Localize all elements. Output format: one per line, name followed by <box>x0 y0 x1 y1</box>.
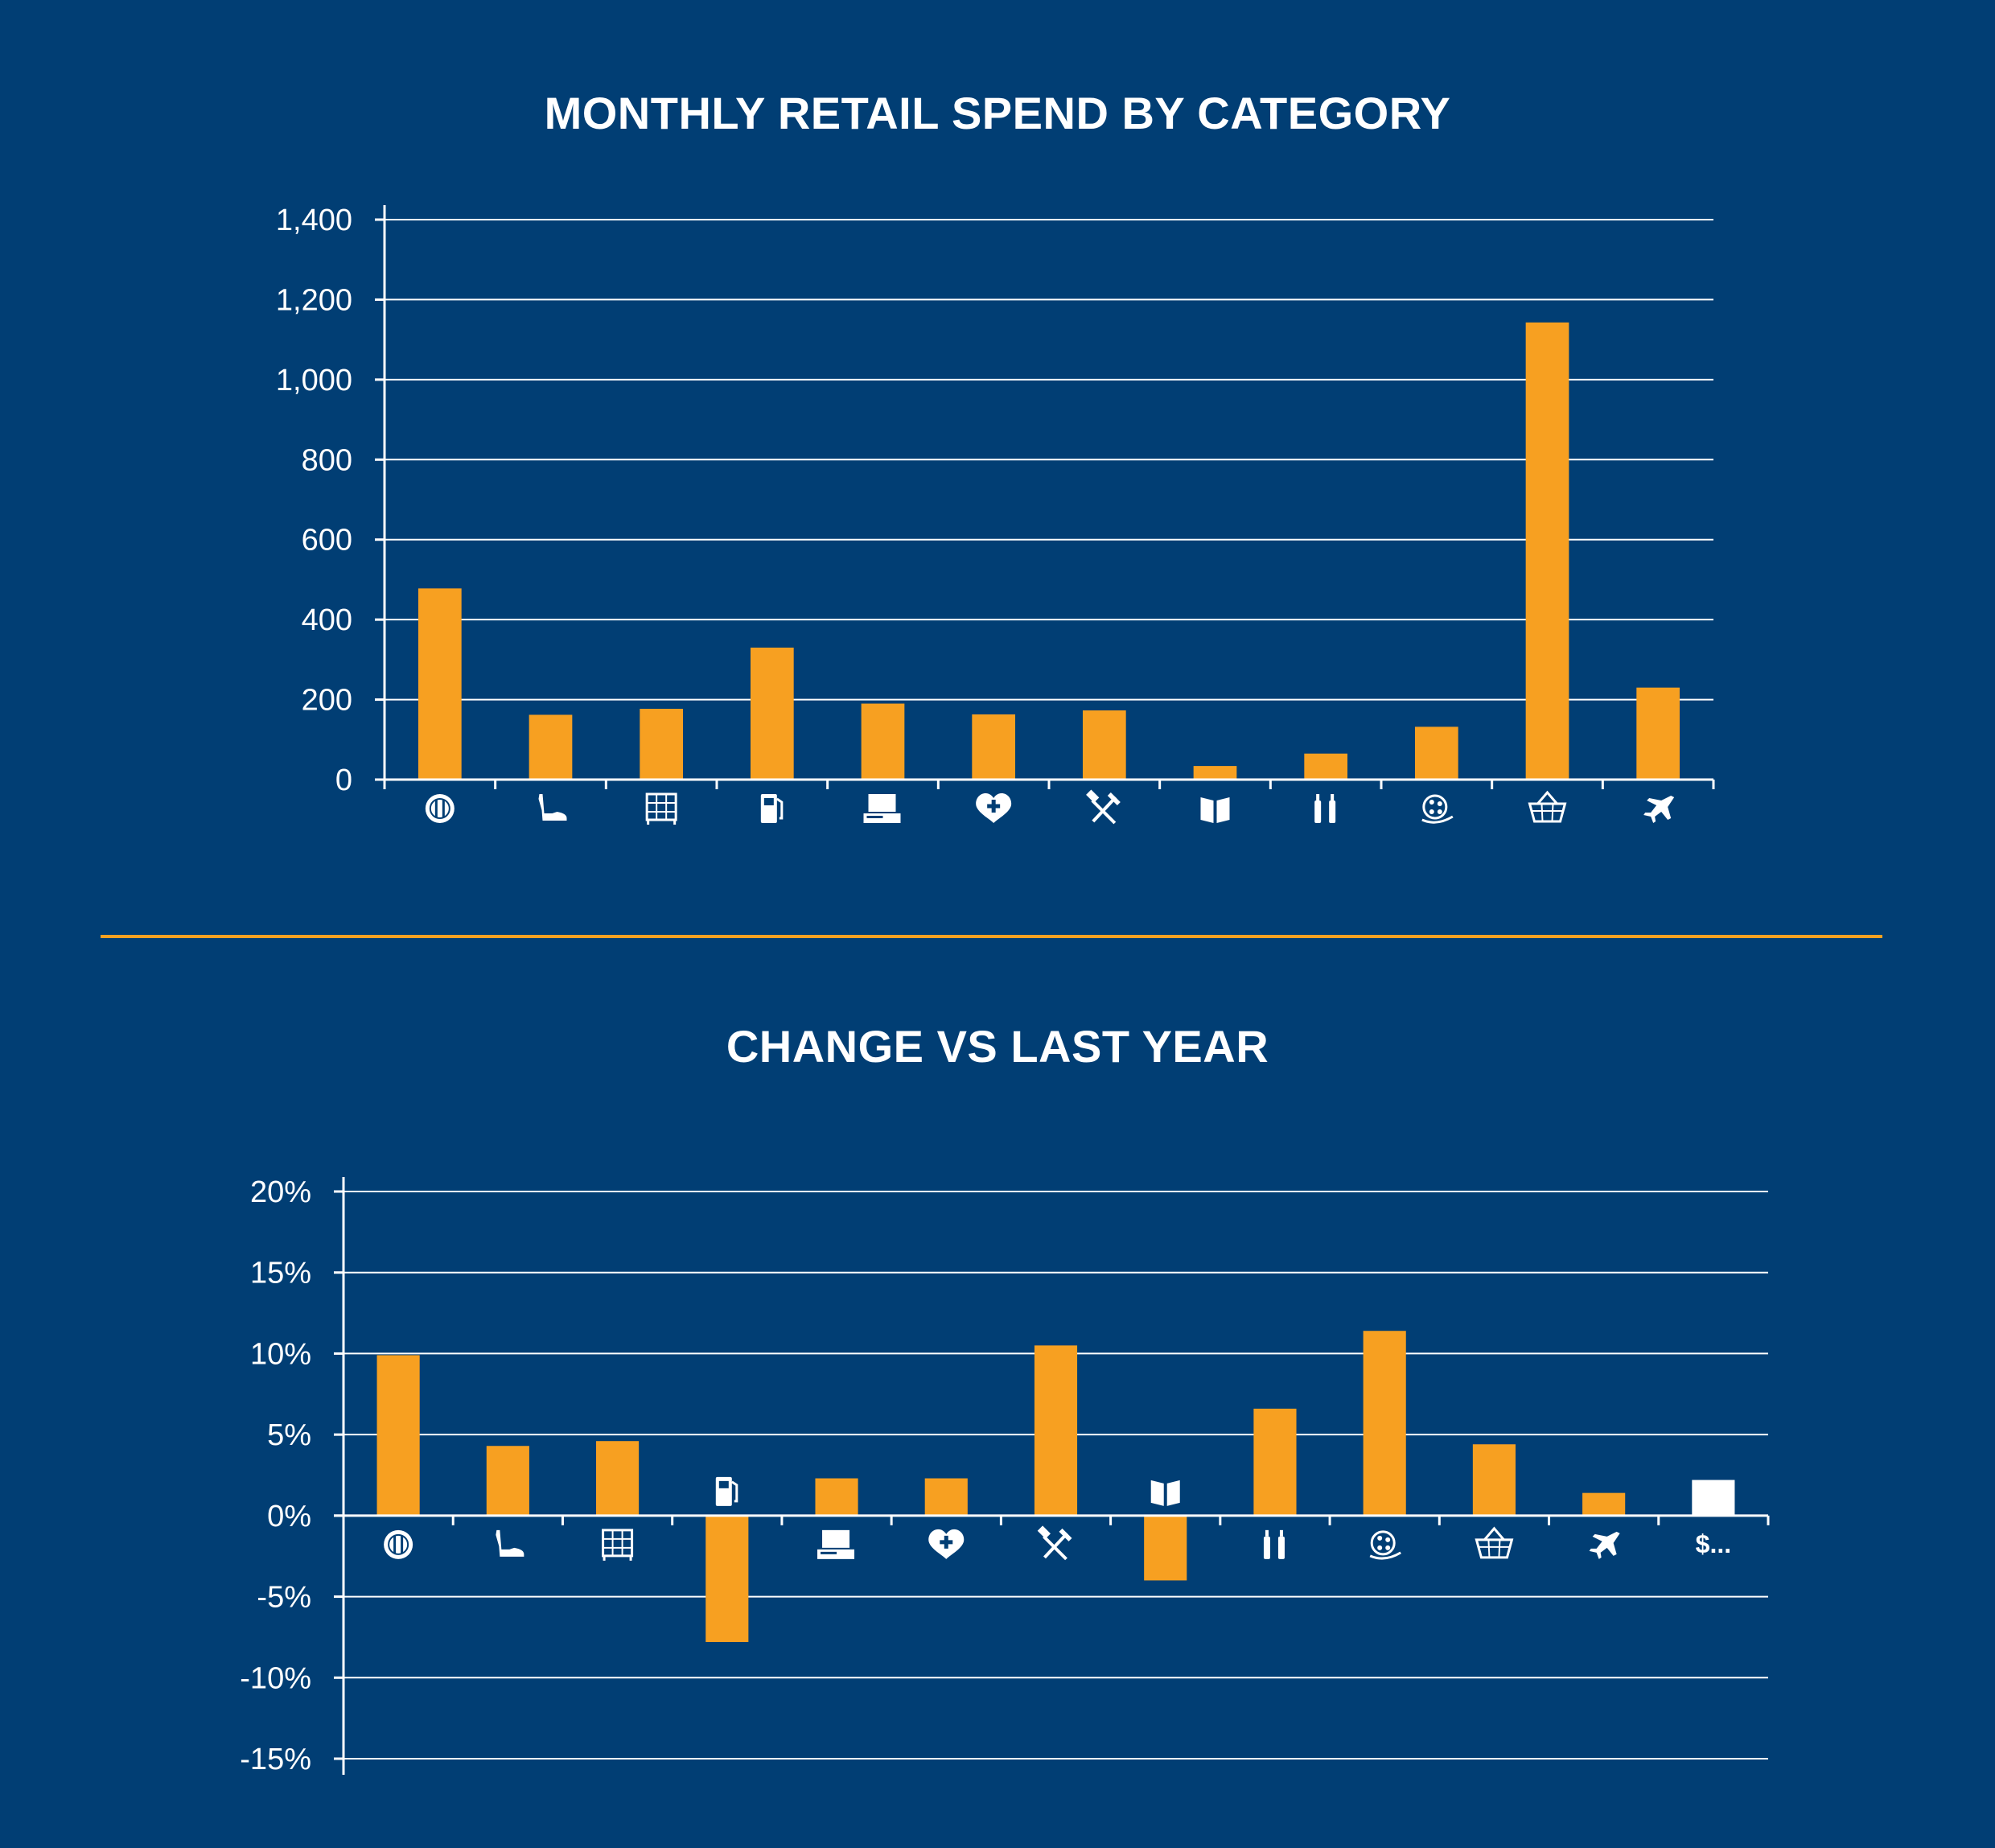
c1-y-tick-label: 0 <box>335 763 352 797</box>
c1-bar-entertainment <box>1414 726 1458 780</box>
chart2-title: CHANGE VS LAST YEAR <box>726 1021 1269 1072</box>
entertainment-icon <box>1369 1530 1401 1560</box>
furniture-icon <box>645 792 677 825</box>
c1-y-tick-label: 600 <box>302 524 352 558</box>
c1-bar-hardware <box>1082 710 1126 780</box>
electronics-icon <box>817 1529 855 1559</box>
c2-bar-books <box>1144 1515 1187 1581</box>
c2-y-tick-label: 0% <box>267 1500 311 1533</box>
c1-y-tick-label: 1,200 <box>276 283 352 317</box>
dining-icon <box>384 1529 413 1559</box>
c1-bar-shoe <box>529 714 573 780</box>
c1-bar-electronics <box>861 703 905 780</box>
c2-bar-travel <box>1582 1492 1626 1516</box>
c2-bar-health <box>924 1478 968 1516</box>
c2-x-tick-label: $... <box>1696 1529 1731 1558</box>
electronics-icon <box>863 794 901 823</box>
fuel-icon <box>760 794 784 823</box>
c2-bar-fuel <box>705 1515 749 1642</box>
c1-bar-books <box>1193 766 1237 780</box>
c1-y-tick-label: 400 <box>302 603 352 637</box>
hardware-icon <box>1086 789 1121 825</box>
c2-bar-other <box>1692 1480 1735 1516</box>
c1-bar-travel <box>1636 687 1680 780</box>
c2-bar-electronics <box>815 1478 858 1516</box>
entertainment-icon <box>1421 794 1454 824</box>
c2-y-tick-label: 5% <box>267 1418 311 1452</box>
alcohol-icon <box>1314 794 1336 823</box>
dining-icon <box>425 794 455 823</box>
books-icon <box>1150 1480 1180 1506</box>
shoe-icon <box>538 794 567 821</box>
c2-bar-groceries <box>1472 1444 1516 1516</box>
shoe-icon <box>496 1529 524 1557</box>
health-icon <box>976 793 1012 823</box>
groceries-icon <box>1528 790 1567 823</box>
c1-y-tick-label: 200 <box>302 684 352 718</box>
c1-bar-furniture <box>640 709 684 780</box>
c2-bar-shoe <box>486 1446 529 1516</box>
c2-y-tick-label: 10% <box>250 1337 311 1371</box>
c2-bar-hardware <box>1034 1345 1078 1516</box>
monthly-spend-chart: 0 200 400 600 800 1,000 1,200 1,400 <box>276 204 1715 825</box>
c1-bar-alcohol <box>1304 753 1348 780</box>
section-divider <box>101 935 1882 938</box>
c1-bar-dining <box>418 588 462 780</box>
furniture-icon <box>602 1529 634 1561</box>
c2-bar-alcohol <box>1253 1408 1297 1516</box>
groceries-icon <box>1475 1526 1514 1559</box>
books-icon <box>1200 797 1230 823</box>
hardware-icon <box>1037 1525 1072 1561</box>
travel-icon <box>1589 1531 1620 1559</box>
c1-bar-groceries <box>1525 322 1569 780</box>
health-icon <box>928 1529 965 1559</box>
c1-bar-fuel <box>750 647 794 780</box>
c2-y-tick-label: 20% <box>250 1175 311 1209</box>
c2-bar-entertainment <box>1363 1331 1406 1516</box>
c1-bar-health <box>972 714 1016 780</box>
c2-bar-dining <box>376 1355 420 1516</box>
fuel-icon <box>715 1476 738 1506</box>
travel-icon <box>1643 796 1675 823</box>
c2-y-tick-label: -5% <box>257 1581 311 1615</box>
chart1-title: MONTHLY RETAIL SPEND BY CATEGORY <box>544 88 1451 138</box>
c2-y-tick-label: 15% <box>250 1257 311 1290</box>
c1-y-tick-label: 800 <box>302 443 352 477</box>
alcohol-icon <box>1263 1529 1285 1559</box>
c1-y-tick-label: 1,400 <box>276 204 352 237</box>
c2-y-tick-label: -10% <box>240 1661 311 1695</box>
c1-y-tick-label: 1,000 <box>276 364 352 397</box>
c2-y-tick-label: -15% <box>240 1743 311 1776</box>
c2-bar-furniture <box>596 1441 640 1516</box>
